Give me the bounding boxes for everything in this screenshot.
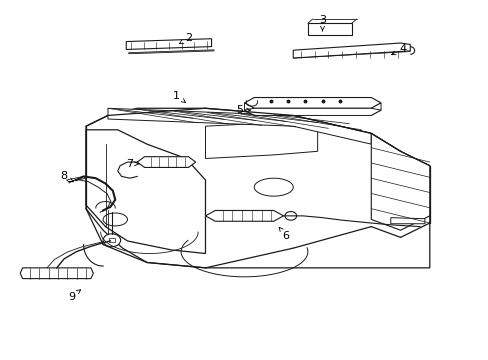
Polygon shape: [126, 39, 211, 49]
Text: 3: 3: [318, 15, 325, 31]
Polygon shape: [370, 103, 380, 116]
Polygon shape: [66, 176, 86, 182]
Polygon shape: [86, 108, 429, 268]
Text: 5: 5: [236, 105, 250, 115]
Text: 2: 2: [179, 33, 192, 44]
Polygon shape: [293, 43, 409, 58]
Polygon shape: [20, 268, 93, 279]
Text: 8: 8: [61, 171, 73, 182]
Polygon shape: [86, 130, 205, 253]
Polygon shape: [108, 108, 370, 144]
Polygon shape: [137, 157, 195, 167]
Polygon shape: [390, 218, 424, 224]
Text: 9: 9: [68, 290, 81, 302]
Polygon shape: [244, 98, 380, 108]
Text: 4: 4: [391, 44, 406, 55]
Polygon shape: [205, 123, 317, 158]
Polygon shape: [205, 211, 283, 221]
Text: 7: 7: [126, 159, 139, 169]
Text: 6: 6: [279, 227, 289, 240]
Polygon shape: [244, 103, 254, 116]
Polygon shape: [307, 23, 351, 35]
Circle shape: [285, 212, 296, 220]
Polygon shape: [244, 108, 380, 116]
Text: 1: 1: [172, 91, 185, 103]
Polygon shape: [370, 134, 429, 230]
Polygon shape: [128, 50, 214, 54]
Circle shape: [103, 234, 121, 247]
